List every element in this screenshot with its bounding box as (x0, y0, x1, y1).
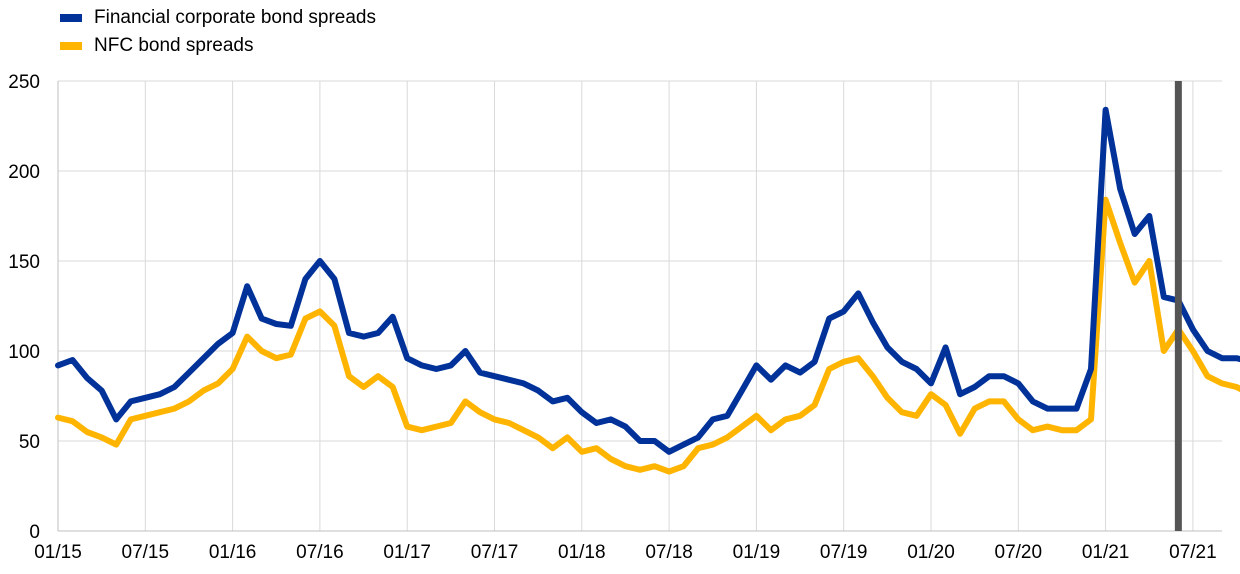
y-tick-label: 100 (8, 342, 40, 363)
y-tick-label: 50 (19, 432, 40, 453)
axes (57, 81, 1222, 532)
legend-swatch-financial (60, 14, 82, 22)
x-tick-label: 07/17 (471, 542, 519, 563)
y-tick-label: 150 (8, 252, 40, 273)
legend-item-financial: Financial corporate bond spreads (60, 4, 376, 32)
tick-labels: 0 50 100 150 200 250 01/15 07/15 01/16 07/16 01/17… (8, 72, 1216, 563)
x-tick-label: 01/18 (558, 542, 606, 563)
x-tick-label: 07/21 (1169, 542, 1217, 563)
x-tick-label: 07/16 (296, 542, 344, 563)
chart-legend: Financial corporate bond spreads NFC bon… (60, 4, 376, 60)
legend-label-nfc: NFC bond spreads (94, 35, 254, 56)
y-tick-label: 250 (8, 72, 40, 93)
y-tick-label: 200 (8, 162, 40, 183)
y-tick-label: 0 (29, 522, 40, 543)
x-tick-label: 01/17 (383, 542, 431, 563)
legend-item-nfc: NFC bond spreads (60, 32, 376, 60)
legend-label-financial: Financial corporate bond spreads (94, 7, 377, 28)
legend-swatch-nfc (60, 42, 82, 50)
series-lines (55, 106, 1240, 475)
series-line-financial (55, 106, 1240, 455)
x-tick-label: 07/20 (995, 542, 1043, 563)
x-tick-label: 01/20 (907, 542, 955, 563)
x-tick-label: 07/15 (122, 542, 170, 563)
x-tick-label: 07/18 (645, 542, 693, 563)
x-tick-label: 07/19 (820, 542, 868, 563)
x-tick-label: 01/15 (34, 542, 82, 563)
series-line-nfc (55, 196, 1240, 475)
grid-lines (58, 80, 1222, 531)
x-tick-label: 01/16 (209, 542, 257, 563)
x-tick-label: 01/21 (1082, 542, 1130, 563)
x-tick-label: 01/19 (733, 542, 781, 563)
